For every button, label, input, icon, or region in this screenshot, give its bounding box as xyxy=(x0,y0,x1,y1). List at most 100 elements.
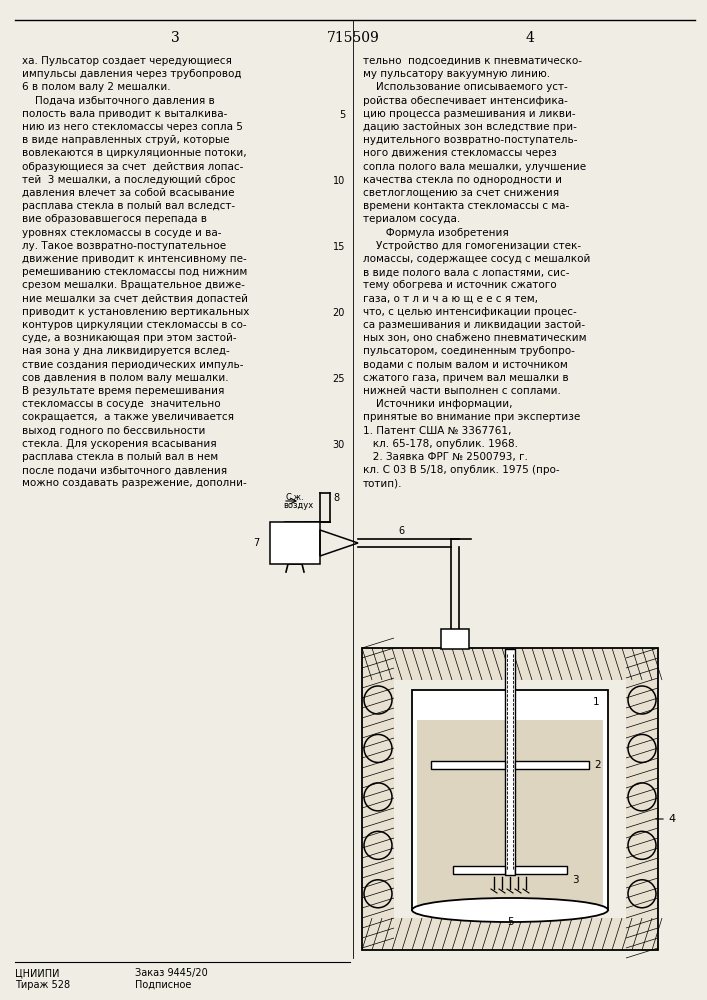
Text: тей  3 мешалки, а последующий сброс: тей 3 мешалки, а последующий сброс xyxy=(22,175,235,185)
Text: движение приводит к интенсивному пе-: движение приводит к интенсивному пе- xyxy=(22,254,247,264)
Text: Формула изобретения: Формула изобретения xyxy=(363,228,509,238)
Text: Подписное: Подписное xyxy=(135,980,192,990)
Text: светлоглощению за счет снижения: светлоглощению за счет снижения xyxy=(363,188,559,198)
Text: 30: 30 xyxy=(333,440,345,450)
Text: В результате время перемешивания: В результате время перемешивания xyxy=(22,386,224,396)
Text: 3: 3 xyxy=(572,875,578,885)
Text: кл. С 03 В 5/18, опублик. 1975 (про-: кл. С 03 В 5/18, опублик. 1975 (про- xyxy=(363,465,560,475)
Text: нудительного возвратно-поступатель-: нудительного возвратно-поступатель- xyxy=(363,135,578,145)
Text: газа, о т л и ч а ю щ е е с я тем,: газа, о т л и ч а ю щ е е с я тем, xyxy=(363,294,538,304)
Text: 3: 3 xyxy=(170,31,180,45)
Text: Использование описываемого уст-: Использование описываемого уст- xyxy=(363,82,568,92)
Text: сов давления в полом валу мешалки.: сов давления в полом валу мешалки. xyxy=(22,373,228,383)
Text: в виде полого вала с лопастями, сис-: в виде полого вала с лопастями, сис- xyxy=(363,267,570,277)
Bar xyxy=(417,720,603,905)
Text: ствие создания периодических импуль-: ствие создания периодических импуль- xyxy=(22,360,243,370)
Text: 2: 2 xyxy=(595,760,602,770)
Text: му пульсатору вакуумную линию.: му пульсатору вакуумную линию. xyxy=(363,69,550,79)
Text: ломассы, содержащее сосуд с мешалкой: ломассы, содержащее сосуд с мешалкой xyxy=(363,254,590,264)
Text: срезом мешалки. Вращательное движе-: срезом мешалки. Вращательное движе- xyxy=(22,280,245,290)
Text: полость вала приводит к выталкива-: полость вала приводит к выталкива- xyxy=(22,109,228,119)
Text: ха. Пульсатор создает чередующиеся: ха. Пульсатор создает чередующиеся xyxy=(22,56,232,66)
Text: Источники информации,: Источники информации, xyxy=(363,399,513,409)
Text: ремешиванию стекломассы под нижним: ремешиванию стекломассы под нижним xyxy=(22,267,247,277)
Text: са размешивания и ликвидации застой-: са размешивания и ликвидации застой- xyxy=(363,320,585,330)
Text: можно создавать разрежение, дополни-: можно создавать разрежение, дополни- xyxy=(22,478,247,488)
Bar xyxy=(431,761,505,769)
Text: тему обогрева и источник сжатого: тему обогрева и источник сжатого xyxy=(363,280,556,290)
Text: 6 в полом валу 2 мешалки.: 6 в полом валу 2 мешалки. xyxy=(22,82,170,92)
Text: ная зона у дна ликвидируется вслед-: ная зона у дна ликвидируется вслед- xyxy=(22,346,230,356)
Text: принятые во внимание при экспертизе: принятые во внимание при экспертизе xyxy=(363,412,580,422)
Text: 715509: 715509 xyxy=(327,31,380,45)
Text: Заказ 9445/20: Заказ 9445/20 xyxy=(135,968,208,978)
Bar xyxy=(270,522,320,564)
Text: приводит к установлению вертикальных: приводит к установлению вертикальных xyxy=(22,307,250,317)
Text: 20: 20 xyxy=(332,308,345,318)
Text: 10: 10 xyxy=(333,176,345,186)
Text: С.ж.: С.ж. xyxy=(285,493,304,502)
Text: 5: 5 xyxy=(507,917,513,927)
Text: 7: 7 xyxy=(253,538,259,548)
Bar xyxy=(394,680,626,918)
Text: 4: 4 xyxy=(525,31,534,45)
Text: контуров циркуляции стекломассы в со-: контуров циркуляции стекломассы в со- xyxy=(22,320,247,330)
Text: ние мешалки за счет действия допастей: ние мешалки за счет действия допастей xyxy=(22,294,248,304)
Text: дацию застойных зон вследствие при-: дацию застойных зон вследствие при- xyxy=(363,122,577,132)
Text: сопла полого вала мешалки, улучшение: сопла полого вала мешалки, улучшение xyxy=(363,162,586,172)
Text: образующиеся за счет  действия лопас-: образующиеся за счет действия лопас- xyxy=(22,162,243,172)
Text: ЦНИИПИ: ЦНИИПИ xyxy=(15,968,59,978)
Bar xyxy=(515,866,567,874)
Text: в виде направленных струй, которые: в виде направленных струй, которые xyxy=(22,135,230,145)
Text: 5: 5 xyxy=(339,110,345,120)
Text: сокращается,  а также увеличивается: сокращается, а также увеличивается xyxy=(22,412,234,422)
Text: стекла. Для ускорения всасывания: стекла. Для ускорения всасывания xyxy=(22,439,216,449)
Bar xyxy=(505,649,515,875)
Text: 6: 6 xyxy=(399,526,404,536)
Text: Подача избыточного давления в: Подача избыточного давления в xyxy=(22,96,215,106)
Text: нию из него стекломассы через сопла 5: нию из него стекломассы через сопла 5 xyxy=(22,122,243,132)
Text: качества стекла по однородности и: качества стекла по однородности и xyxy=(363,175,562,185)
Text: импульсы давления через трубопровод: импульсы давления через трубопровод xyxy=(22,69,242,79)
Text: 15: 15 xyxy=(332,242,345,252)
Bar xyxy=(515,761,590,769)
Text: 8: 8 xyxy=(333,493,339,503)
Text: ройства обеспечивает интенсифика-: ройства обеспечивает интенсифика- xyxy=(363,96,568,106)
Text: воздух: воздух xyxy=(283,501,313,510)
Text: тельно  подсоединив к пневматическо-: тельно подсоединив к пневматическо- xyxy=(363,56,582,66)
Text: что, с целью интенсификации процес-: что, с целью интенсификации процес- xyxy=(363,307,577,317)
Bar xyxy=(362,648,658,950)
Text: вие образовавшегося перепада в: вие образовавшегося перепада в xyxy=(22,214,207,224)
Text: ного движения стекломассы через: ного движения стекломассы через xyxy=(363,148,556,158)
Text: вовлекаются в циркуляционные потоки,: вовлекаются в циркуляционные потоки, xyxy=(22,148,247,158)
Text: пульсатором, соединенным трубопро-: пульсатором, соединенным трубопро- xyxy=(363,346,575,356)
Text: суде, а возникающая при этом застой-: суде, а возникающая при этом застой- xyxy=(22,333,237,343)
Text: ных зон, оно снабжено пневматическим: ных зон, оно снабжено пневматическим xyxy=(363,333,587,343)
Text: времени контакта стекломассы с ма-: времени контакта стекломассы с ма- xyxy=(363,201,569,211)
Text: стекломассы в сосуде  значительно: стекломассы в сосуде значительно xyxy=(22,399,221,409)
Text: давления влечет за собой всасывание: давления влечет за собой всасывание xyxy=(22,188,235,198)
Text: 2. Заявка ФРГ № 2500793, г.: 2. Заявка ФРГ № 2500793, г. xyxy=(363,452,528,462)
Text: териалом сосуда.: териалом сосуда. xyxy=(363,214,460,224)
Bar xyxy=(453,866,505,874)
Text: водами с полым валом и источником: водами с полым валом и источником xyxy=(363,360,568,370)
Bar xyxy=(412,690,608,910)
Text: лу. Такое возвратно-поступательное: лу. Такое возвратно-поступательное xyxy=(22,241,226,251)
Text: 25: 25 xyxy=(332,374,345,384)
Text: после подачи избыточного давления: после подачи избыточного давления xyxy=(22,465,227,475)
Text: 1: 1 xyxy=(592,697,600,707)
Text: кл. 65-178, опублик. 1968.: кл. 65-178, опублик. 1968. xyxy=(363,439,518,449)
Text: 4: 4 xyxy=(668,814,675,824)
Text: выход годного по бессвильности: выход годного по бессвильности xyxy=(22,426,205,436)
Text: 1. Патент США № 3367761,: 1. Патент США № 3367761, xyxy=(363,426,511,436)
Text: цию процесса размешивания и ликви-: цию процесса размешивания и ликви- xyxy=(363,109,575,119)
Text: Тираж 528: Тираж 528 xyxy=(15,980,70,990)
Text: тотип).: тотип). xyxy=(363,478,402,488)
Text: Устройство для гомогенизации стек-: Устройство для гомогенизации стек- xyxy=(363,241,581,251)
Text: расплава стекла в полый вал вследст-: расплава стекла в полый вал вследст- xyxy=(22,201,235,211)
Bar xyxy=(441,629,469,649)
Text: нижней части выполнен с соплами.: нижней части выполнен с соплами. xyxy=(363,386,561,396)
Ellipse shape xyxy=(412,898,608,922)
Text: расплава стекла в полый вал в нем: расплава стекла в полый вал в нем xyxy=(22,452,218,462)
Text: уровнях стекломассы в сосуде и ва-: уровнях стекломассы в сосуде и ва- xyxy=(22,228,221,238)
